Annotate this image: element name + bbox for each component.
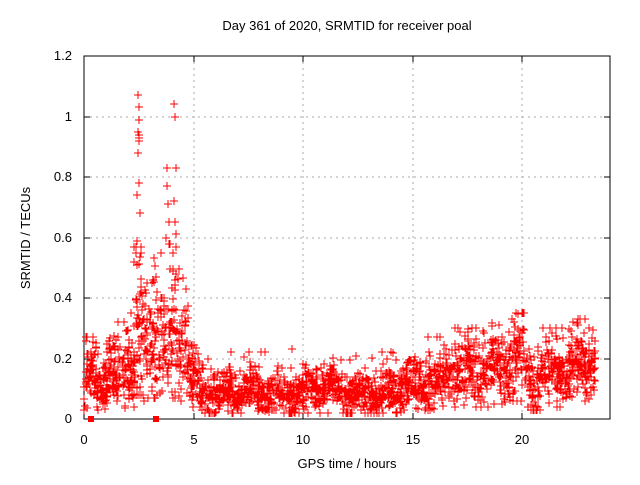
x-tick-label: 20 <box>515 432 529 447</box>
x-tick-label: 10 <box>296 432 310 447</box>
zero-flag-square-marker <box>88 416 94 422</box>
y-tick-label: 0.4 <box>54 290 72 305</box>
scatter-points <box>80 91 599 422</box>
x-tick-label: 5 <box>190 432 197 447</box>
y-tick-label: 0.8 <box>54 169 72 184</box>
plot-border <box>83 55 611 420</box>
chart-title: Day 361 of 2020, SRMTID for receiver poa… <box>222 18 471 33</box>
y-axis-label: SRMTID / TECUs <box>18 186 33 289</box>
y-tick-label: 0 <box>65 411 72 426</box>
zero-flag-square-marker <box>153 416 159 422</box>
tick-labels: 0 5 10 15 20 0 0.2 0.4 0.6 0.8 1 1.2 <box>54 48 529 447</box>
y-tick-label: 1 <box>65 109 72 124</box>
x-axis-label: GPS time / hours <box>298 456 397 471</box>
y-tick-label: 1.2 <box>54 48 72 63</box>
grid-lines <box>84 56 610 419</box>
y-tick-label: 0.6 <box>54 230 72 245</box>
x-tick-label: 15 <box>406 432 420 447</box>
srmtid-plus-markers <box>80 91 599 417</box>
y-tick-label: 0.2 <box>54 351 72 366</box>
x-tick-label: 0 <box>80 432 87 447</box>
